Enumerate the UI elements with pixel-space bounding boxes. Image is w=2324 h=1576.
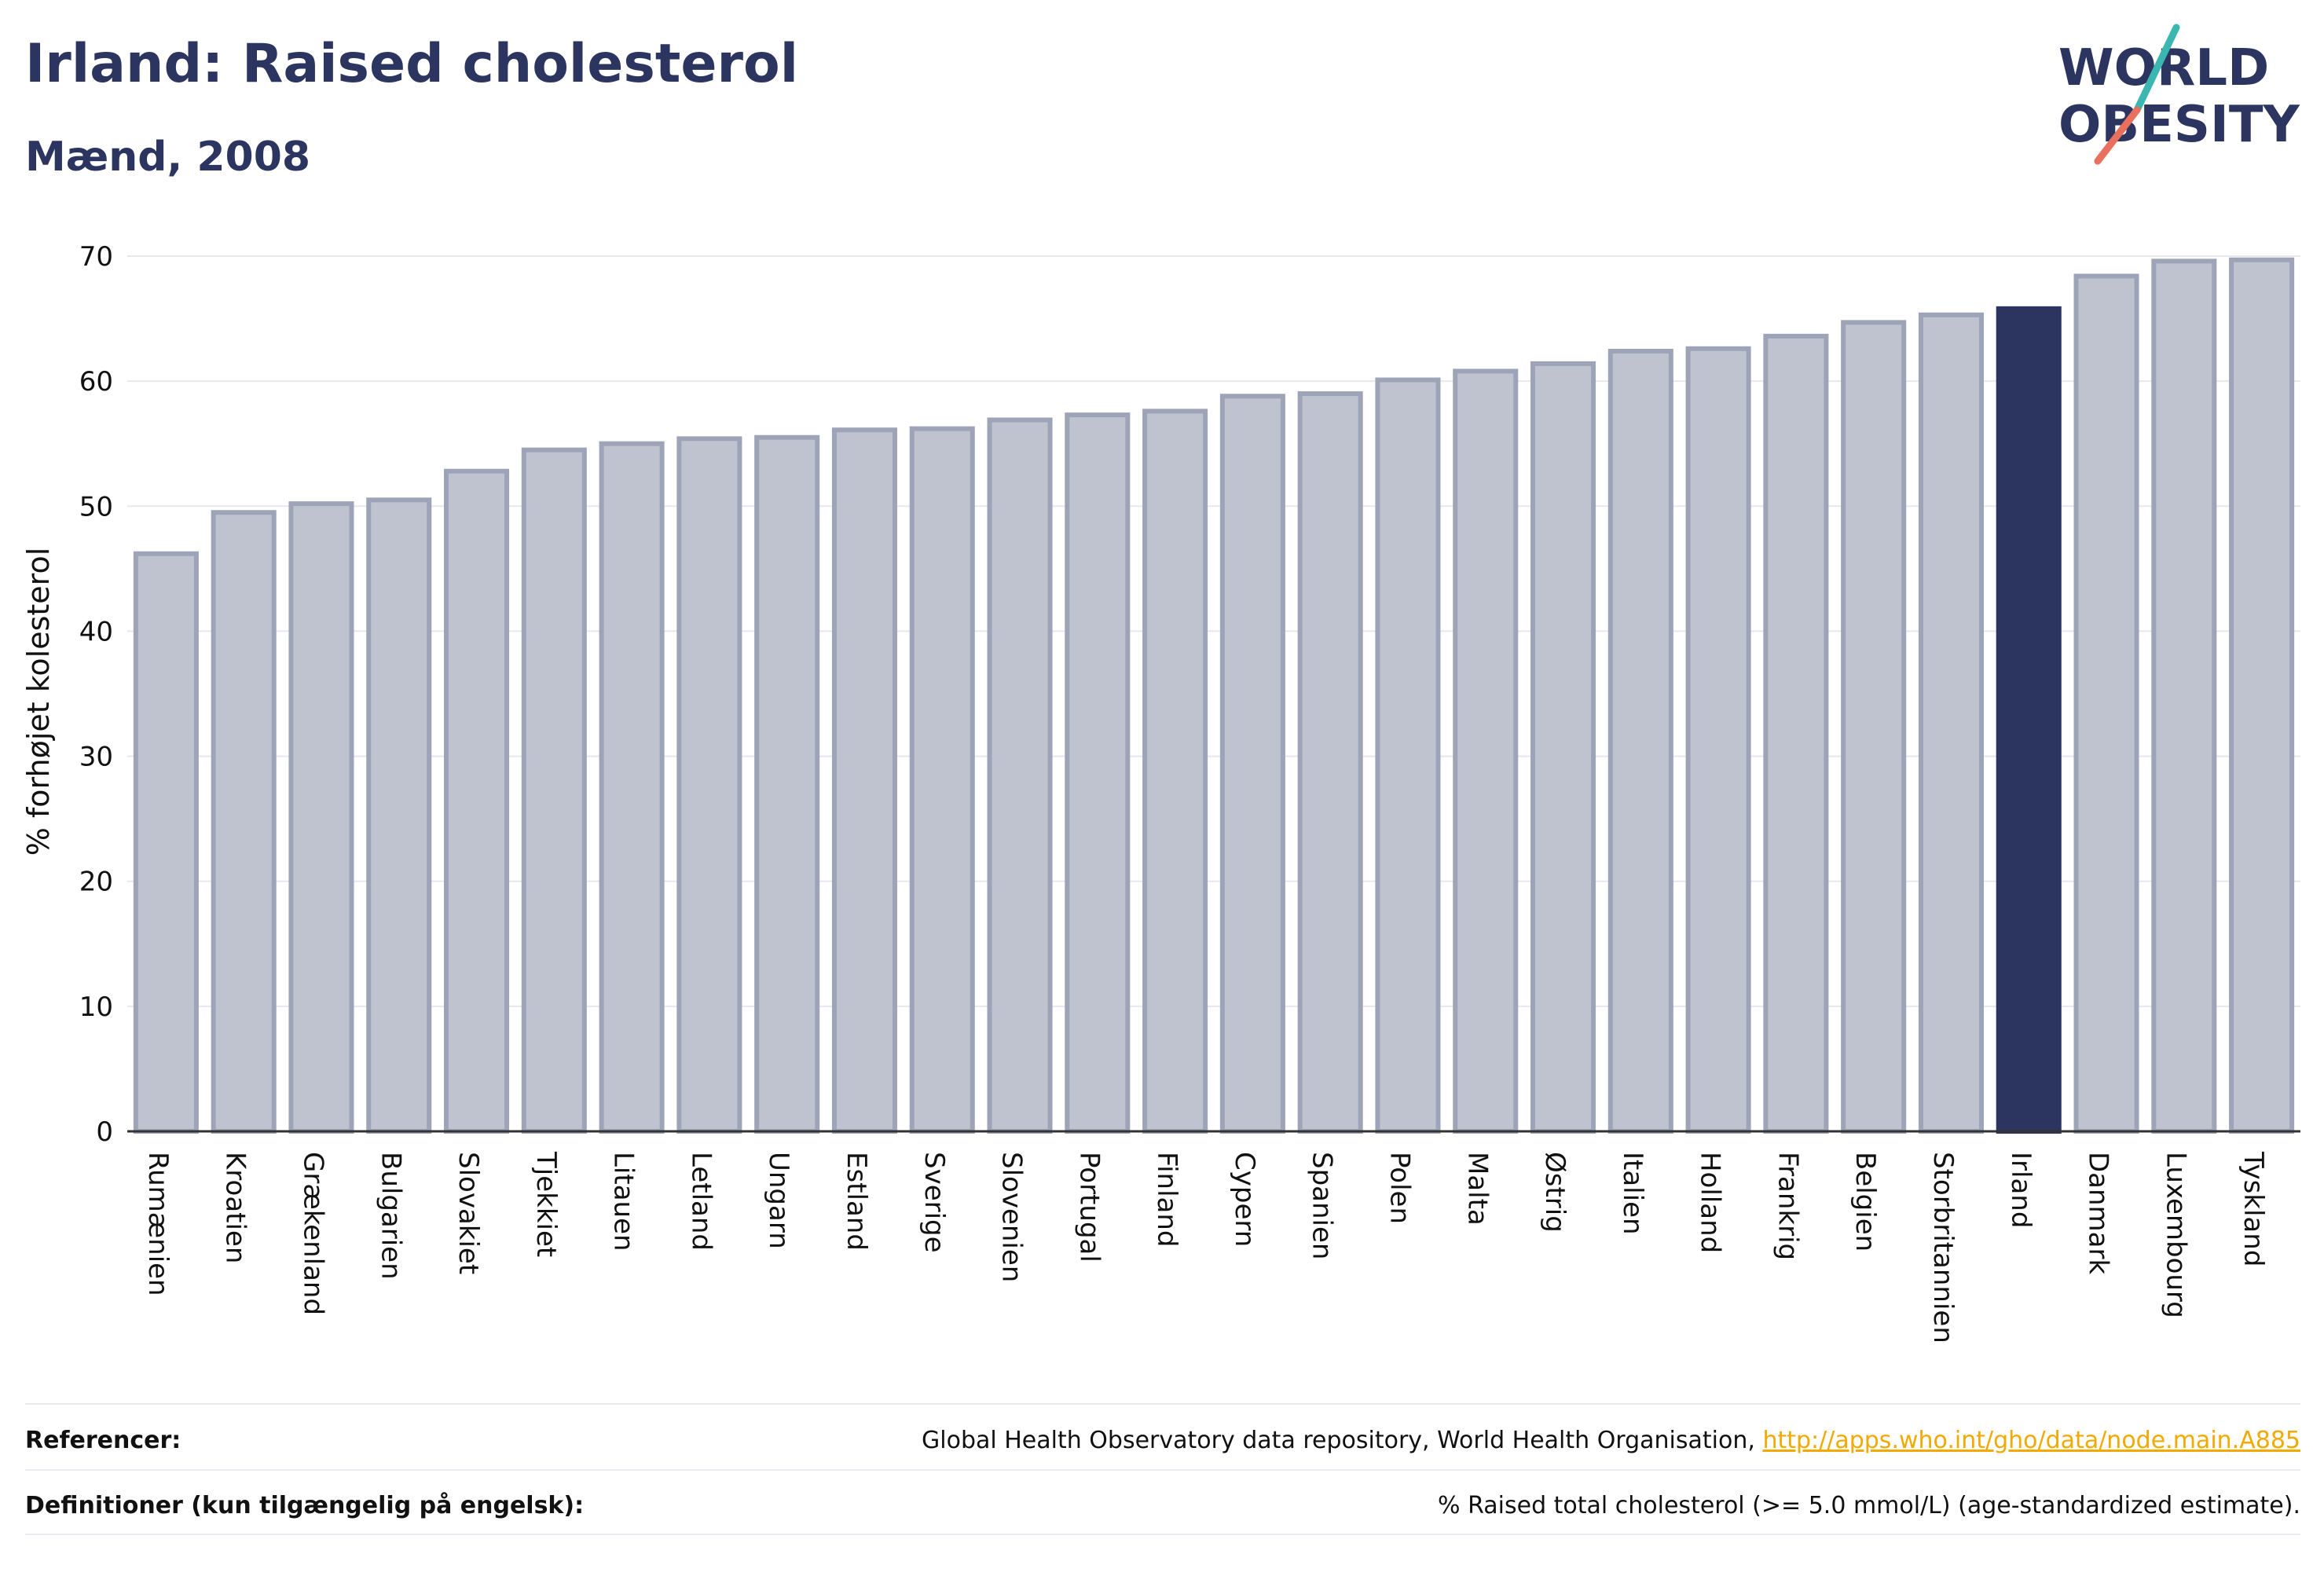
x-category-label: Litauen [608, 1152, 640, 1252]
footer-references-row: Referencer: Global Health Observatory da… [25, 1409, 2300, 1472]
chart-title: Irland: Raised cholesterol [25, 33, 799, 95]
x-category-label: Danmark [2083, 1152, 2114, 1274]
bar-italien [1607, 348, 1673, 1134]
x-category-label: Grækenland [297, 1152, 328, 1315]
bar-tyskland [2229, 257, 2295, 1134]
chart-subtitle: Mænd, 2008 [25, 134, 311, 181]
x-category-label: Letland [685, 1152, 717, 1251]
x-category-label: Slovenien [996, 1152, 1028, 1282]
references-label: Referencer: [25, 1426, 181, 1454]
bar-bulgarien [366, 497, 432, 1134]
x-category-label: Rumænien [142, 1152, 174, 1296]
bar-ungarn [754, 434, 820, 1134]
bar-frankrig [1763, 333, 1829, 1134]
x-category-label: Spanien [1307, 1152, 1338, 1259]
y-tick-label: 30 [79, 742, 113, 773]
footer-divider-bottom [25, 1534, 2300, 1535]
x-category-label: Østrig [1539, 1152, 1571, 1233]
bar-cypern [1219, 394, 1285, 1134]
bar-kroatien [211, 510, 277, 1134]
x-category-label: Tyskland [2238, 1151, 2269, 1266]
x-category-label: Malta [1461, 1152, 1493, 1226]
x-category-label: Frankrig [1772, 1152, 1803, 1260]
bar-danmark [2073, 273, 2139, 1134]
y-tick-label: 70 [79, 241, 113, 273]
references-text: Global Health Observatory data repositor… [922, 1426, 1763, 1454]
bar-østrig [1530, 361, 1596, 1134]
bar-grækenland [288, 501, 354, 1134]
x-category-label: Irland [2005, 1152, 2036, 1228]
x-category-label: Italien [1617, 1152, 1648, 1235]
bar-slovenien [987, 417, 1053, 1134]
x-category-label: Kroatien [220, 1152, 251, 1263]
x-category-label: Slovakiet [453, 1152, 484, 1274]
x-category-label: Luxembourg [2160, 1152, 2191, 1318]
y-tick-label: 20 [79, 867, 113, 898]
footer-divider-mid [25, 1469, 2300, 1471]
x-category-label: Holland [1695, 1152, 1726, 1253]
x-category-label: Finland [1151, 1152, 1182, 1248]
x-category-label: Cypern [1229, 1152, 1260, 1247]
bar-letland [676, 436, 742, 1134]
y-axis-title: % forhøjet kolesterol [21, 548, 56, 856]
bar-sverige [909, 426, 975, 1134]
world-obesity-logo: WORLD OBESITY [2058, 24, 2300, 165]
x-category-label: Belgien [1849, 1152, 1881, 1252]
bar-finland [1142, 409, 1208, 1134]
bar-malta [1453, 368, 1519, 1134]
definitions-value: % Raised total cholesterol (>= 5.0 mmol/… [1438, 1491, 2300, 1519]
y-tick-label: 40 [79, 616, 113, 647]
footer-divider-top [25, 1403, 2300, 1405]
y-tick-label: 50 [79, 491, 113, 522]
references-link[interactable]: http://apps.who.int/gho/data/node.main.A… [1762, 1426, 2300, 1454]
definitions-label: Definitioner (kun tilgængelig på engelsk… [25, 1491, 585, 1519]
bar-slovakiet [444, 468, 510, 1134]
x-category-label: Portugal [1073, 1152, 1105, 1263]
logo-slash-coral [2094, 106, 2141, 165]
bar-rumænien [133, 551, 199, 1134]
bar-chart: 0 10 20 30 40 50 60 70 Rumænien Kroatien Grækenla… [21, 241, 2300, 1343]
y-tick-label: 0 [96, 1116, 113, 1148]
x-category-label: Bulgarien [375, 1152, 406, 1280]
y-tick-label: 60 [79, 366, 113, 398]
bar-irland [1996, 306, 2062, 1134]
x-category-label: Tjekkiet [530, 1151, 562, 1257]
x-category-label: Sverige [918, 1152, 950, 1253]
bar-litauen [599, 441, 665, 1134]
bars [133, 257, 2295, 1134]
x-category-labels: Rumænien Kroatien Grækenland Bulgarien Slova… [142, 1151, 2269, 1343]
x-category-label: Ungarn [763, 1152, 794, 1249]
bar-luxembourg [2151, 258, 2217, 1134]
bar-polen [1375, 377, 1441, 1134]
y-tick-label: 10 [79, 991, 113, 1023]
bar-tjekkiet [521, 447, 587, 1134]
bar-belgien [1841, 320, 1907, 1134]
x-category-label: Storbritannien [1927, 1152, 1959, 1343]
logo-slash-teal [2133, 24, 2180, 114]
x-category-label: Estland [841, 1152, 872, 1251]
bar-holland [1685, 346, 1751, 1134]
bar-storbritannien [1918, 312, 1984, 1134]
x-category-label: Polen [1384, 1152, 1415, 1224]
logo-line2: OBESITY [2058, 96, 2300, 154]
bar-estland [831, 427, 897, 1134]
footer-definitions-row: Definitioner (kun tilgængelig på engelsk… [25, 1474, 2300, 1537]
bar-portugal [1065, 412, 1131, 1134]
bar-spanien [1297, 391, 1363, 1134]
y-tick-labels: 0 10 20 30 40 50 60 70 [79, 241, 113, 1148]
references-value: Global Health Observatory data repositor… [922, 1427, 2300, 1454]
